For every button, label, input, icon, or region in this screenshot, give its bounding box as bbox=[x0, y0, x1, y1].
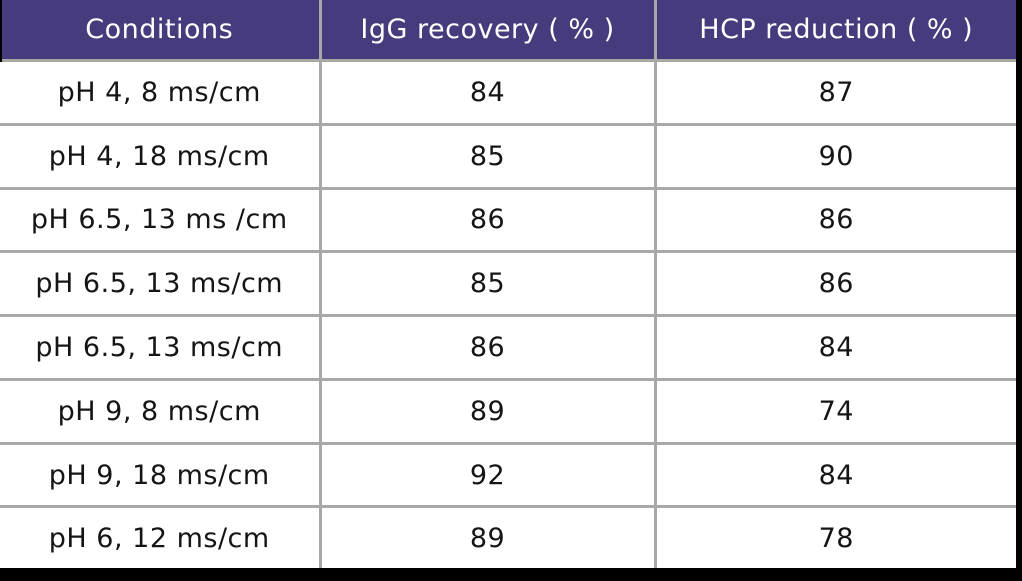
cell-condition: pH 6.5, 13 ms/cm bbox=[0, 314, 322, 381]
column-header-conditions: Conditions bbox=[0, 0, 322, 62]
cell-hcp-reduction: 86 bbox=[653, 250, 1016, 318]
cell-hcp-reduction: 78 bbox=[653, 505, 1016, 568]
cell-hcp-reduction: 84 bbox=[653, 314, 1016, 381]
results-table: Conditions IgG recovery ( % ) HCP reduct… bbox=[0, 0, 1016, 568]
cell-hcp-reduction: 84 bbox=[653, 441, 1016, 509]
table-header-row: Conditions IgG recovery ( % ) HCP reduct… bbox=[0, 0, 1016, 62]
table-row: pH 9, 8 ms/cm 89 74 bbox=[0, 377, 1016, 445]
column-header-igg-recovery: IgG recovery ( % ) bbox=[318, 0, 657, 62]
cell-hcp-reduction: 74 bbox=[653, 377, 1016, 445]
cell-igg-recovery: 89 bbox=[318, 377, 657, 445]
table-row: pH 6.5, 13 ms/cm 86 84 bbox=[0, 314, 1016, 381]
cell-condition: pH 9, 8 ms/cm bbox=[0, 377, 322, 445]
cell-igg-recovery: 84 bbox=[318, 59, 657, 126]
table-row: pH 4, 8 ms/cm 84 87 bbox=[0, 59, 1016, 126]
cell-condition: pH 4, 8 ms/cm bbox=[0, 59, 322, 126]
cell-condition: pH 6.5, 13 ms /cm bbox=[0, 186, 322, 254]
cell-igg-recovery: 85 bbox=[318, 122, 657, 190]
table-row: pH 6, 12 ms/cm 89 78 bbox=[0, 505, 1016, 568]
right-border bbox=[1016, 0, 1022, 581]
table-row: pH 9, 18 ms/cm 92 84 bbox=[0, 441, 1016, 509]
bottom-border bbox=[0, 568, 1022, 581]
column-header-hcp-reduction: HCP reduction ( % ) bbox=[653, 0, 1016, 62]
cell-igg-recovery: 86 bbox=[318, 314, 657, 381]
cell-igg-recovery: 92 bbox=[318, 441, 657, 509]
cell-condition: pH 6.5, 13 ms/cm bbox=[0, 250, 322, 318]
cell-hcp-reduction: 90 bbox=[653, 122, 1016, 190]
header-left-border bbox=[0, 0, 2, 62]
table-row: pH 4, 18 ms/cm 85 90 bbox=[0, 122, 1016, 190]
cell-hcp-reduction: 87 bbox=[653, 59, 1016, 126]
table-row: pH 6.5, 13 ms/cm 85 86 bbox=[0, 250, 1016, 318]
table-row: pH 6.5, 13 ms /cm 86 86 bbox=[0, 186, 1016, 254]
cell-hcp-reduction: 86 bbox=[653, 186, 1016, 254]
cell-condition: pH 9, 18 ms/cm bbox=[0, 441, 322, 509]
cell-condition: pH 6, 12 ms/cm bbox=[0, 505, 322, 568]
cell-igg-recovery: 86 bbox=[318, 186, 657, 254]
cell-igg-recovery: 85 bbox=[318, 250, 657, 318]
cell-condition: pH 4, 18 ms/cm bbox=[0, 122, 322, 190]
cell-igg-recovery: 89 bbox=[318, 505, 657, 568]
